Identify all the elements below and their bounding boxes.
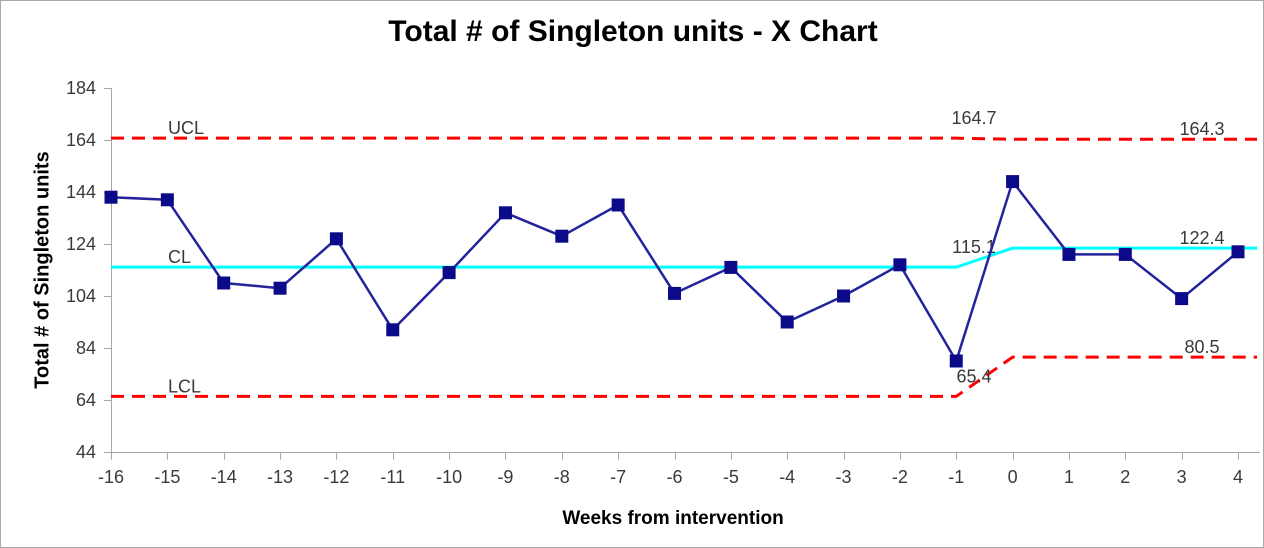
data-point-marker [1118, 247, 1132, 261]
data-point-marker [1231, 245, 1245, 259]
data-point-marker [555, 229, 569, 243]
y-tick-label: 64 [76, 390, 96, 410]
lcl-annotation-before: 65.4 [956, 366, 991, 386]
chart-title: Total # of Singleton units - X Chart [388, 15, 878, 48]
y-tick-label: 44 [76, 442, 96, 462]
data-point-marker [668, 286, 681, 300]
y-tick-label: 124 [66, 234, 96, 254]
x-tick-label: -12 [323, 467, 349, 487]
data-point-marker [104, 190, 118, 204]
data-point-marker [1175, 292, 1189, 306]
x-tick-label: -3 [836, 467, 852, 487]
data-point-marker [724, 260, 738, 274]
ucl-line [111, 136, 1257, 141]
cl-line [111, 246, 1257, 269]
x-tick-label: -8 [554, 467, 570, 487]
lcl-line [111, 355, 1257, 398]
data-point-marker [442, 266, 456, 280]
data-point-marker [498, 206, 512, 220]
ucl-label: UCL [168, 118, 204, 138]
cl-annotation-after: 122.4 [1179, 228, 1224, 248]
x-tick-label: 3 [1177, 467, 1187, 487]
x-tick-label: -7 [610, 467, 626, 487]
data-point-marker [1062, 247, 1076, 261]
data-point-marker [780, 315, 794, 329]
x-tick-label: -11 [380, 467, 405, 487]
data-point-marker [893, 258, 907, 272]
y-tick-label: 84 [76, 338, 96, 358]
data-point-marker [273, 281, 287, 295]
y-tick-label: 164 [66, 130, 96, 150]
y-tick-label: 144 [66, 182, 96, 202]
data-point-marker [611, 198, 625, 212]
series-line [110, 180, 1239, 363]
data-point-marker [329, 232, 343, 246]
ucl-annotation-before: 164.7 [951, 108, 996, 128]
data-point-marker [949, 354, 963, 368]
x-tick-label: -5 [723, 467, 739, 487]
x-tick-label: -14 [211, 467, 237, 487]
x-tick-label: -1 [948, 467, 964, 487]
x-tick-label: -15 [154, 467, 180, 487]
x-axis-title: Weeks from intervention [562, 508, 784, 529]
data-point-marker [837, 289, 851, 303]
data-point-marker [386, 323, 400, 337]
x-tick-label: -16 [98, 467, 124, 487]
x-tick-label: -2 [892, 467, 908, 487]
x-tick-label: 2 [1120, 467, 1130, 487]
x-tick-label: -10 [436, 467, 462, 487]
data-point-marker [217, 276, 231, 290]
data-point-marker [160, 193, 174, 207]
x-tick-label: -4 [779, 467, 795, 487]
lcl-label: LCL [168, 376, 201, 396]
lcl-annotation-after: 80.5 [1184, 337, 1219, 357]
x-tick-label: 4 [1233, 467, 1243, 487]
ucl-annotation-after: 164.3 [1179, 119, 1224, 139]
y-tick-label: 104 [66, 286, 96, 306]
x-tick-label: 1 [1064, 467, 1074, 487]
y-tick-label: 184 [66, 78, 96, 98]
data-point-marker [1006, 175, 1020, 189]
x-tick-label: -6 [666, 467, 682, 487]
x-tick-label: -9 [497, 467, 513, 487]
y-axis-title: Total # of Singleton units [31, 151, 54, 389]
x-tick-label: -13 [267, 467, 293, 487]
cl-annotation-before: 115.1 [952, 237, 996, 257]
x-tick-label: 0 [1008, 467, 1018, 487]
cl-label: CL [168, 247, 191, 267]
